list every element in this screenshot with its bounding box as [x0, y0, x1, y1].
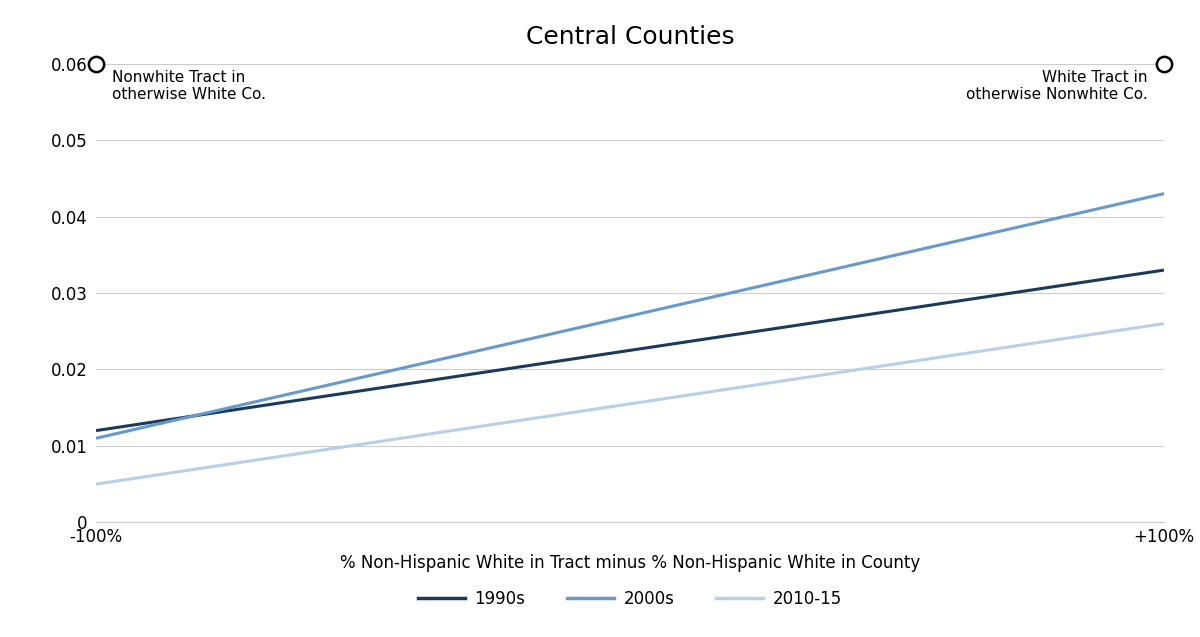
Text: White Tract in
otherwise Nonwhite Co.: White Tract in otherwise Nonwhite Co.	[966, 70, 1148, 102]
X-axis label: % Non-Hispanic White in Tract minus % Non-Hispanic White in County: % Non-Hispanic White in Tract minus % No…	[340, 554, 920, 572]
Text: Nonwhite Tract in
otherwise White Co.: Nonwhite Tract in otherwise White Co.	[112, 70, 266, 102]
Legend: 1990s, 2000s, 2010-15: 1990s, 2000s, 2010-15	[412, 583, 848, 615]
Title: Central Counties: Central Counties	[526, 25, 734, 49]
